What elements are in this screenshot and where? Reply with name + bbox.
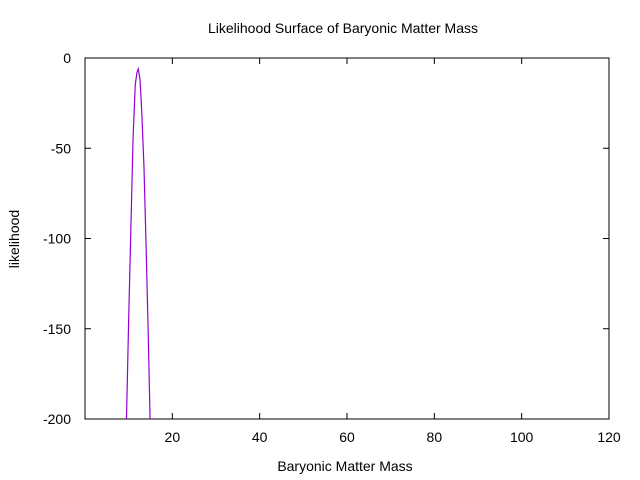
- y-tick-label: -100: [43, 231, 71, 247]
- x-tick-label: 20: [165, 429, 181, 445]
- x-tick-label: 100: [510, 429, 534, 445]
- series-layer: [125, 66, 151, 420]
- chart-title: Likelihood Surface of Baryonic Matter Ma…: [208, 20, 478, 36]
- y-tick-label: 0: [63, 50, 71, 66]
- y-tick-label: -50: [51, 140, 71, 156]
- plot-frame: [84, 57, 610, 420]
- y-tick-label: -200: [43, 411, 71, 427]
- y-axis-label: likelihood: [6, 210, 22, 268]
- x-tick-label: 40: [252, 429, 268, 445]
- y-axis: 0 -50 -100 -150 -200: [43, 50, 609, 427]
- x-tick-label: 120: [597, 429, 621, 445]
- y-tick-label: -150: [43, 321, 71, 337]
- x-tick-label: 60: [339, 429, 355, 445]
- x-tick-label: 80: [427, 429, 443, 445]
- x-axis-label: Baryonic Matter Mass: [277, 458, 412, 474]
- series-line: [125, 66, 151, 420]
- x-axis: 20 40 60 80 100 120: [165, 58, 621, 445]
